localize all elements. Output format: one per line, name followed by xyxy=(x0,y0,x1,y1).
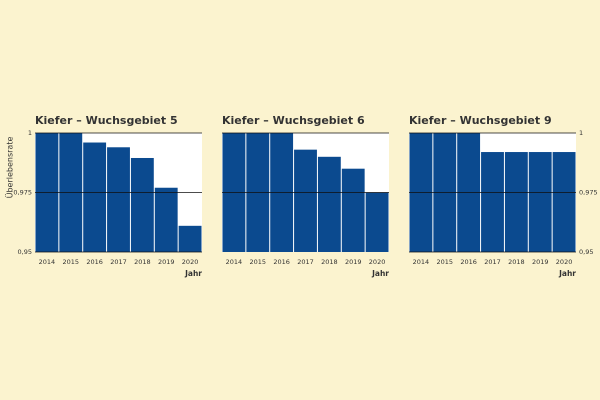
x-axis-label: Jahr xyxy=(184,269,202,278)
chart-title: Kiefer – Wuchsgebiet 6 xyxy=(222,114,365,127)
bar xyxy=(130,157,154,252)
x-tick-label: 2019 xyxy=(158,258,175,266)
chart-title: Kiefer – Wuchsgebiet 5 xyxy=(35,114,178,127)
x-tick-label: 2018 xyxy=(321,258,338,266)
x-axis-label: Jahr xyxy=(558,269,576,278)
y-tick-label: 0,975 xyxy=(579,189,598,197)
x-tick-label: 2020 xyxy=(556,258,573,266)
y-tick-label: 0,95 xyxy=(579,248,593,256)
bar xyxy=(481,152,504,252)
x-tick-label: 2015 xyxy=(63,258,80,266)
bar xyxy=(528,152,552,252)
y-axis-label: Überlebensrate xyxy=(5,137,15,199)
x-axis-label: Jahr xyxy=(371,269,389,278)
y-tick-label: 0,975 xyxy=(13,189,32,197)
x-tick-label: 2019 xyxy=(532,258,549,266)
x-tick-label: 2015 xyxy=(437,258,454,266)
bar xyxy=(107,147,130,252)
bar xyxy=(552,152,576,252)
y-tick-label: 1 xyxy=(28,129,32,137)
x-tick-label: 2017 xyxy=(297,258,314,266)
chart-title: Kiefer – Wuchsgebiet 9 xyxy=(409,114,552,127)
x-tick-label: 2018 xyxy=(508,258,525,266)
x-tick-label: 2020 xyxy=(182,258,199,266)
bar xyxy=(83,142,107,252)
x-tick-label: 2019 xyxy=(345,258,362,266)
bar xyxy=(365,192,389,252)
x-tick-label: 2016 xyxy=(460,258,477,266)
x-tick-label: 2016 xyxy=(86,258,103,266)
x-tick-label: 2014 xyxy=(226,258,243,266)
bar xyxy=(341,168,365,252)
bar xyxy=(294,149,317,252)
x-tick-label: 2017 xyxy=(110,258,127,266)
bar xyxy=(317,156,341,252)
x-tick-label: 2020 xyxy=(369,258,386,266)
bar xyxy=(504,152,528,252)
x-tick-label: 2017 xyxy=(484,258,501,266)
x-tick-label: 2014 xyxy=(413,258,430,266)
x-tick-label: 2014 xyxy=(39,258,56,266)
y-tick-label: 0,95 xyxy=(18,248,32,256)
bar xyxy=(154,187,178,252)
x-tick-label: 2018 xyxy=(134,258,151,266)
bar xyxy=(178,225,202,252)
y-tick-label: 1 xyxy=(579,129,583,137)
x-tick-label: 2015 xyxy=(250,258,267,266)
x-tick-label: 2016 xyxy=(273,258,290,266)
